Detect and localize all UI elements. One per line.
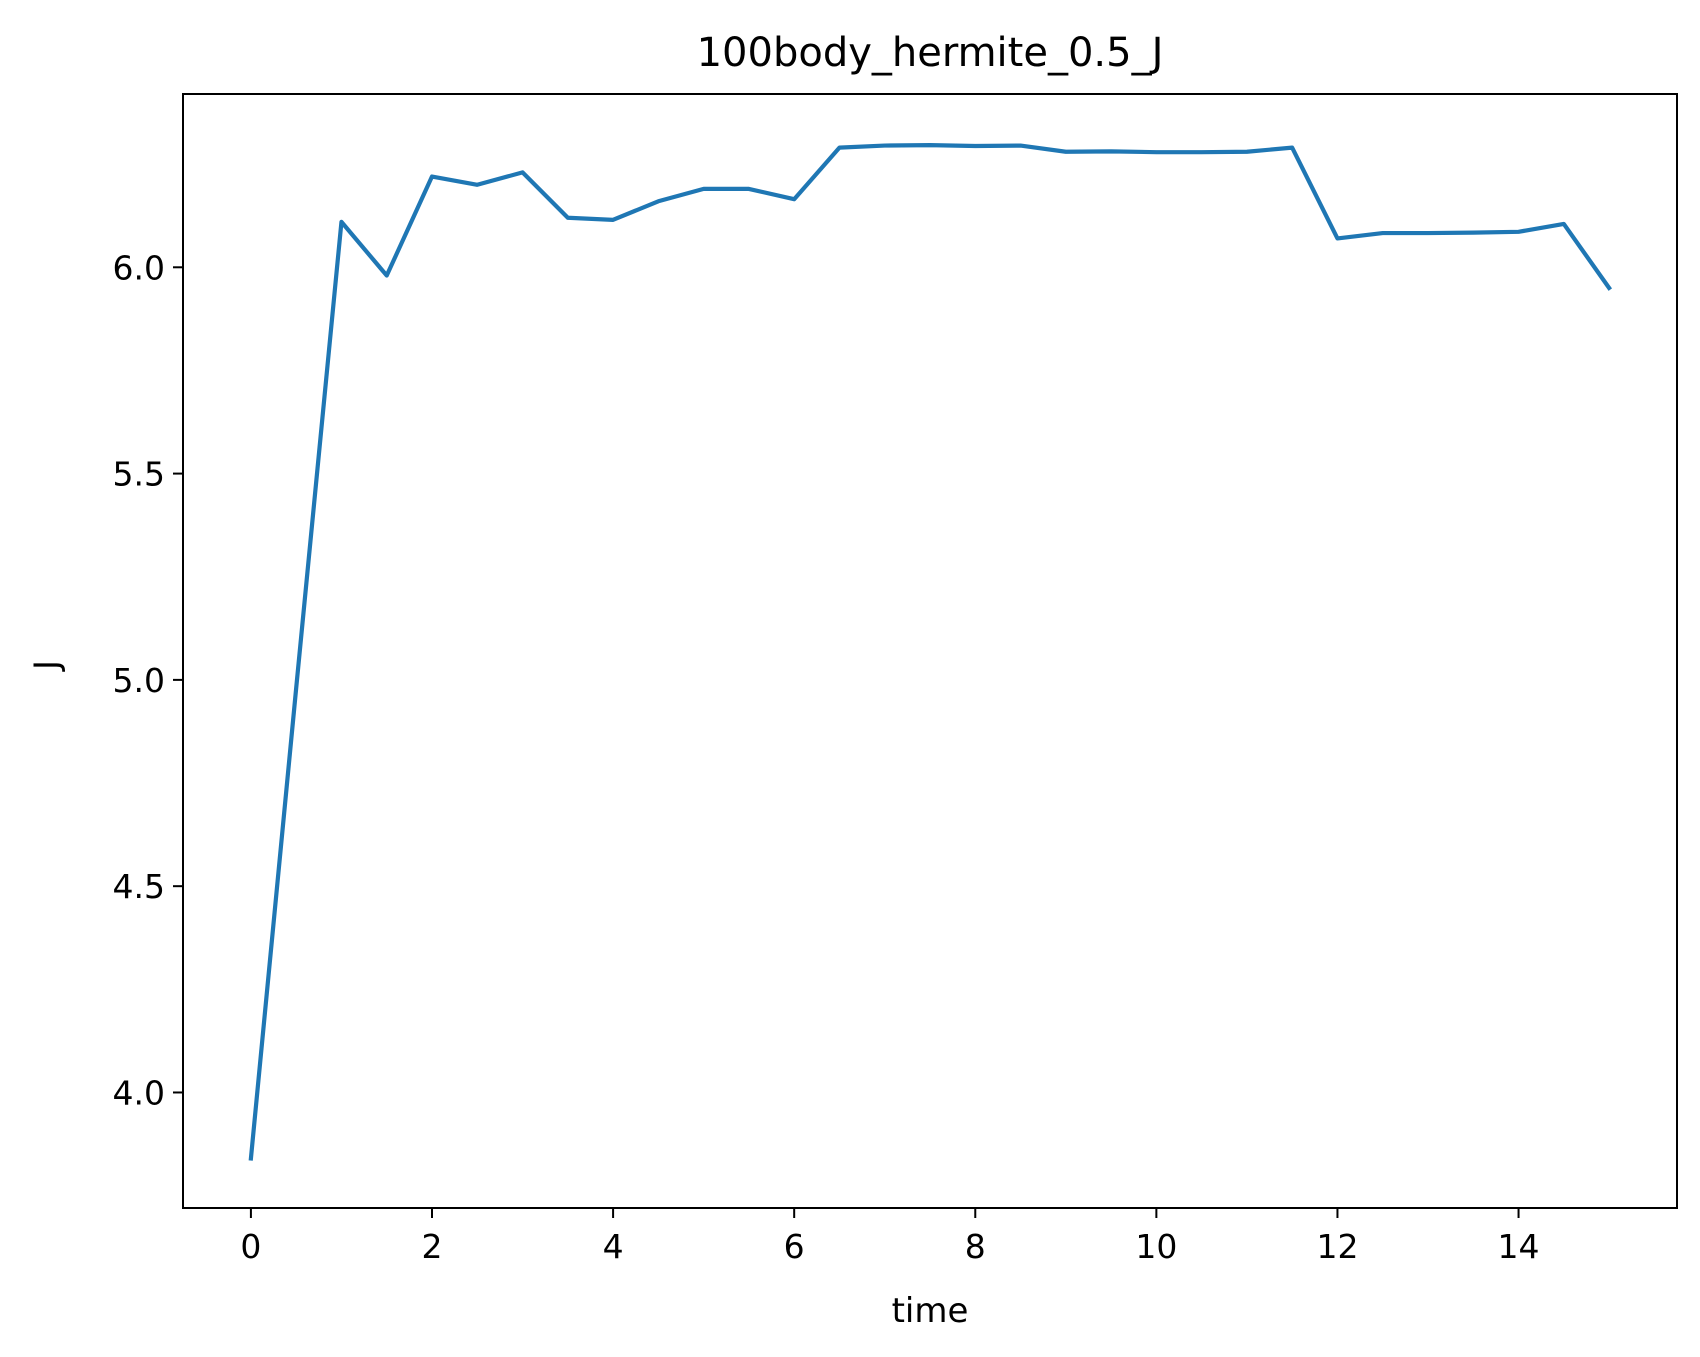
x-tick-label: 8 (965, 1227, 986, 1266)
x-tick-label: 12 (1316, 1227, 1358, 1266)
y-tick-label: 6.0 (113, 248, 165, 287)
series-line-0 (248, 143, 1613, 1161)
x-tick-label: 6 (784, 1227, 805, 1266)
x-tick-label: 4 (603, 1227, 624, 1266)
y-tick-label: 5.5 (113, 455, 165, 494)
x-axis-label: time (892, 1291, 969, 1331)
y-axis-label: J (27, 660, 67, 672)
plot-area: 0 2 4 6 8 10 12 14 4.0 4.5 5.0 5.5 6.0 (113, 93, 1678, 1266)
y-tick-label: 5.0 (113, 661, 165, 700)
x-tick-label: 14 (1498, 1227, 1540, 1266)
x-tick-label: 0 (240, 1227, 261, 1266)
x-tick-label: 2 (422, 1227, 443, 1266)
chart-title: 100body_hermite_0.5_J (697, 30, 1164, 76)
y-tick-label: 4.0 (113, 1073, 165, 1112)
plot-frame (182, 93, 1678, 1209)
x-tick-label: 10 (1135, 1227, 1177, 1266)
y-tick-label: 4.5 (113, 867, 165, 906)
